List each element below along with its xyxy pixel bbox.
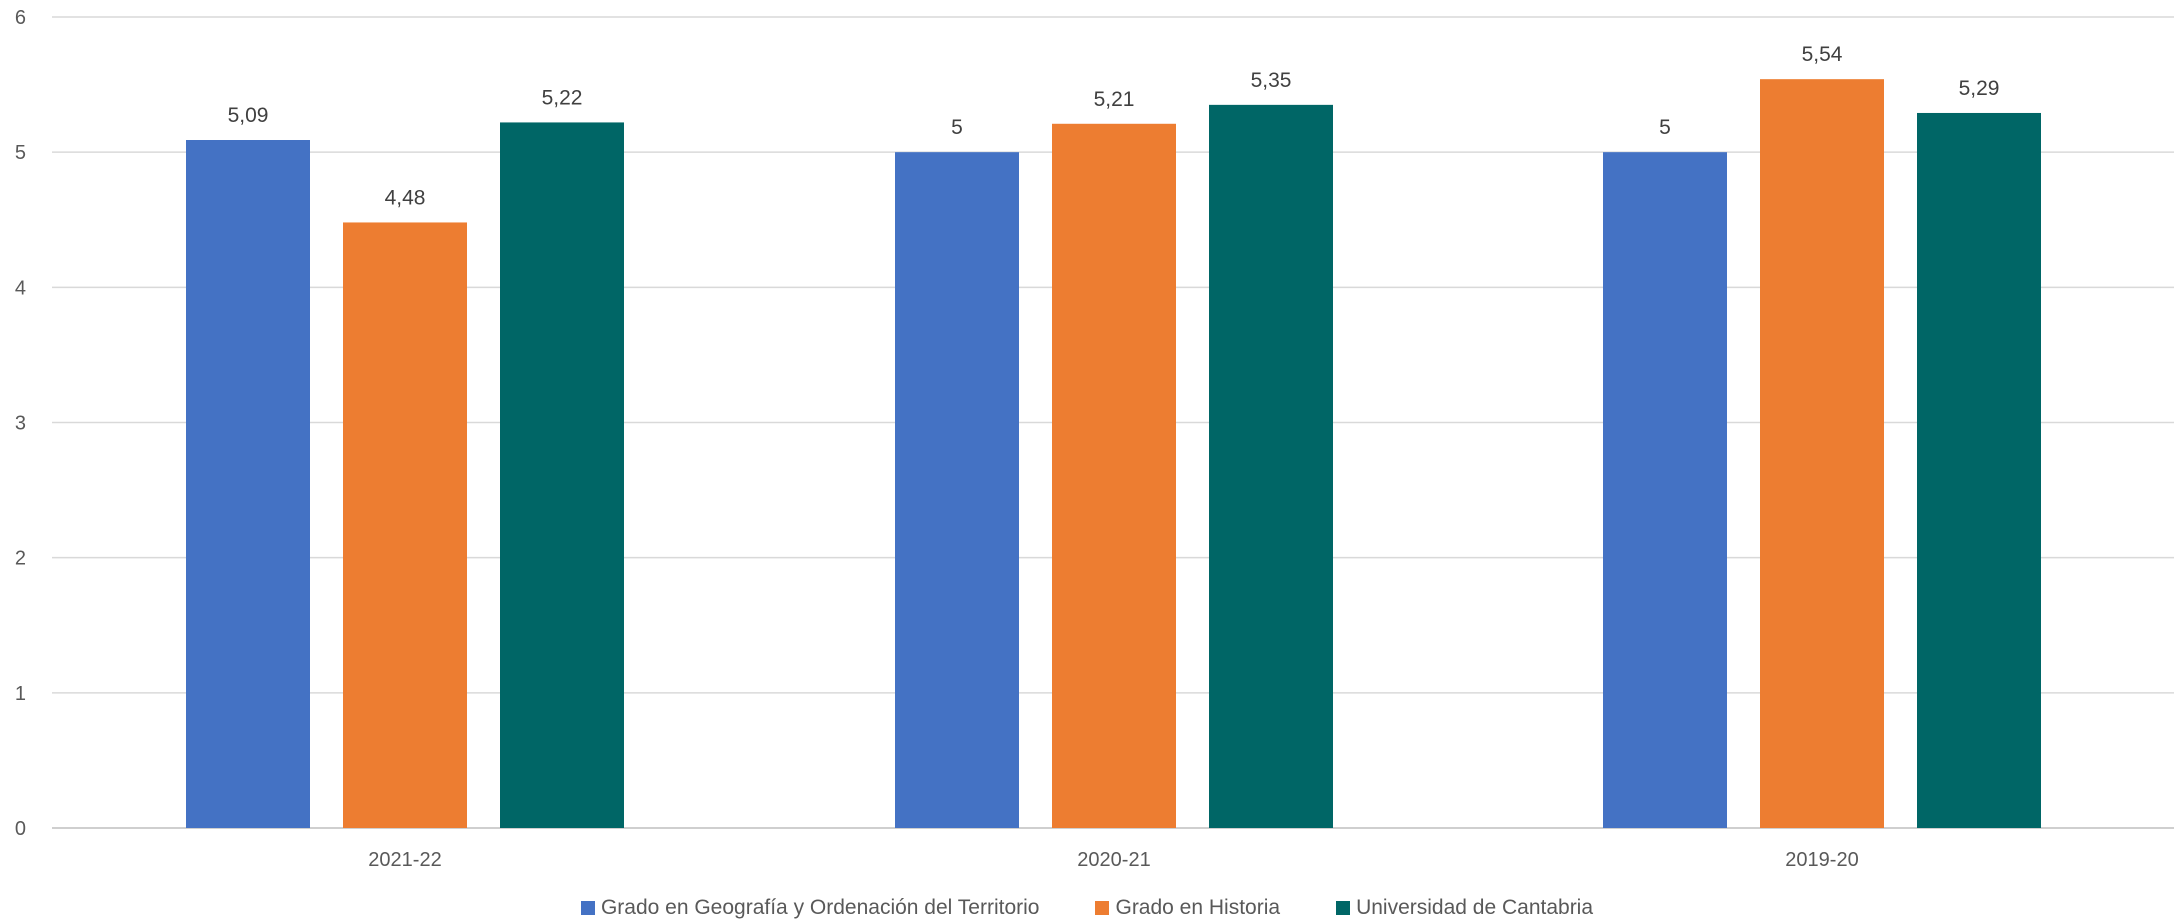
bar [1917, 112, 2041, 829]
legend-label: Grado en Geografía y Ordenación del Terr… [600, 896, 1040, 919]
data-label: 5 [951, 116, 963, 139]
legend-item: Grado en Historia [1095, 896, 1280, 920]
y-tick-label: 2 [15, 548, 26, 570]
y-tick-label: 0 [15, 818, 26, 840]
data-label: 5,21 [1094, 88, 1135, 111]
bar [186, 140, 310, 829]
bar [1760, 79, 1884, 829]
y-axis: 0 1 2 3 4 5 6 [15, 7, 26, 840]
data-label: 5,35 [1251, 69, 1292, 92]
legend-item: Universidad de Cantabria [1336, 896, 1593, 920]
y-tick-label: 1 [15, 683, 26, 705]
legend-swatch [580, 901, 595, 915]
legend-swatch [1095, 901, 1110, 915]
y-tick-label: 6 [15, 7, 26, 29]
bar [343, 222, 467, 828]
data-label: 4,48 [385, 186, 426, 209]
legend: Grado en Geografía y Ordenación del Terr… [0, 893, 2174, 923]
legend-item: Grado en Geografía y Ordenación del Terr… [580, 896, 1040, 920]
y-tick-label: 3 [15, 413, 26, 435]
bar-chart: 0 1 2 3 4 5 6 5,09 4,48 5,22 5 5,21 5,35 5 5,54 5,29 2… [15, 7, 2174, 871]
bar [1209, 104, 1333, 828]
legend-swatch [1336, 901, 1351, 915]
bar [1603, 152, 1727, 828]
bar [895, 152, 1019, 828]
bar [1052, 123, 1176, 828]
bars: 5,09 4,48 5,22 5 5,21 5,35 5 5,54 5,29 [186, 43, 2041, 829]
x-axis: 2021-22 2020-21 2019-20 [368, 849, 1858, 871]
legend-label: Grado en Historia [1115, 896, 1281, 919]
y-tick-label: 4 [15, 277, 26, 299]
x-tick-label: 2020-21 [1077, 849, 1150, 871]
legend-label: Universidad de Cantabria [1356, 896, 1594, 919]
data-label: 5,54 [1802, 43, 1843, 66]
data-label: 5,29 [1959, 77, 2000, 100]
data-label: 5,09 [228, 104, 269, 127]
y-tick-label: 5 [15, 142, 26, 164]
data-label: 5,22 [542, 86, 583, 109]
data-label: 5 [1659, 116, 1671, 139]
x-tick-label: 2019-20 [1785, 849, 1858, 871]
bar [500, 122, 624, 829]
x-tick-label: 2021-22 [368, 849, 441, 871]
